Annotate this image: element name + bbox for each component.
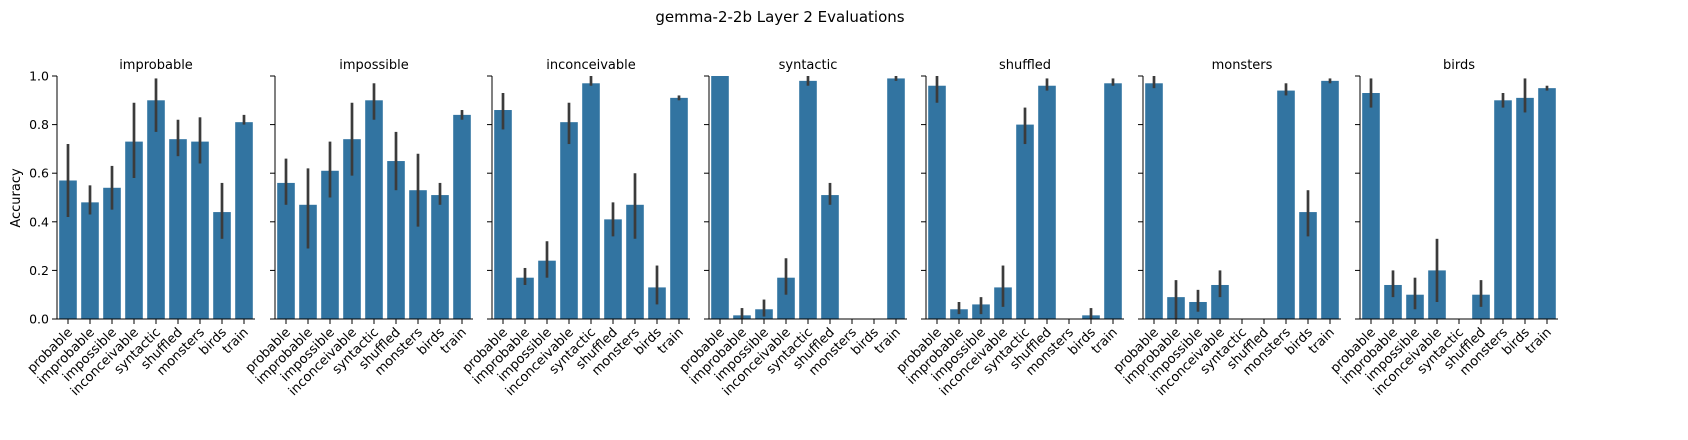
bar-syntactic-train (887, 78, 905, 320)
bar-improbable-monsters (191, 141, 209, 319)
panel-title: inconceivable (546, 58, 635, 73)
bar-birds-improbable (1384, 284, 1402, 319)
bar-inconceivable-impossible (538, 260, 556, 319)
bar-inconceivable-shuffled (604, 219, 622, 319)
panel-inconceivable: inconceivableprobableimprobableimpossibl… (460, 58, 690, 399)
panel-title: syntactic (779, 58, 838, 73)
x-tick-label: train (872, 325, 904, 357)
panel-impossible: impossibleprobableimprobableimpossiblein… (243, 58, 473, 399)
bar-improbable-probable (59, 180, 77, 319)
bar-birds-train (1538, 88, 1556, 320)
panel-syntactic: syntacticprobableimprobableimpossibleinc… (677, 58, 907, 399)
panel-shuffled: shuffledprobableimprobableimpossibleinco… (894, 58, 1124, 399)
bar-impossible-inconceivable (343, 139, 361, 319)
bar-inconceivable-train (670, 97, 688, 320)
bar-inconceivable-inconceivable (560, 122, 578, 319)
bar-monsters-monsters (1277, 90, 1295, 319)
x-tick-label: train (655, 325, 687, 357)
y-tick-label: 0.2 (29, 263, 49, 278)
bar-impossible-improbable (299, 204, 317, 319)
y-tick-label: 0.0 (29, 312, 49, 327)
bar-monsters-probable (1145, 83, 1163, 319)
bar-inconceivable-monsters (626, 204, 644, 319)
bar-inconceivable-improbable (516, 277, 534, 319)
bar-monsters-inconceivable (1211, 284, 1229, 319)
bar-impossible-shuffled (387, 161, 405, 319)
bar-birds-birds (1516, 97, 1534, 320)
x-tick-label: train (438, 325, 470, 357)
panel-title: shuffled (999, 58, 1051, 73)
x-tick-label: train (1523, 325, 1555, 357)
bar-improbable-shuffled (169, 139, 187, 319)
bar-shuffled-shuffled (1038, 85, 1056, 319)
bar-impossible-train (453, 114, 471, 319)
bar-syntactic-syntactic (799, 80, 817, 319)
panel-title: birds (1443, 58, 1475, 73)
bar-syntactic-inconceivable (777, 277, 795, 319)
bar-impossible-probable (277, 182, 295, 319)
y-tick-label: 1.0 (29, 69, 49, 84)
panel-title: monsters (1212, 58, 1273, 73)
bar-shuffled-syntactic (1016, 124, 1034, 319)
y-tick-label: 0.6 (29, 166, 49, 181)
figure-title: gemma-2-2b Layer 2 Evaluations (655, 8, 904, 26)
bar-impossible-impossible (321, 170, 339, 319)
bar-improbable-birds (213, 212, 231, 319)
bar-shuffled-probable (928, 85, 946, 319)
x-tick-label: train (1089, 325, 1121, 357)
bar-improbable-inconceivable (125, 141, 143, 319)
panel-improbable: improbable0.00.20.40.60.81.0probableimpr… (25, 58, 255, 399)
bar-inconceivable-syntactic (582, 83, 600, 319)
bar-shuffled-train (1104, 83, 1122, 319)
bar-improbable-syntactic (147, 100, 165, 319)
x-tick-label: train (220, 325, 252, 357)
bar-birds-probable (1362, 93, 1380, 319)
bar-inconceivable-probable (494, 110, 512, 320)
bar-syntactic-shuffled (821, 195, 839, 319)
panel-monsters: monstersprobableimprobableimpossibleinco… (1111, 58, 1341, 399)
panel-title: improbable (119, 58, 193, 73)
panel-title: impossible (339, 58, 409, 73)
bar-improbable-train (235, 122, 253, 319)
bar-birds-monsters (1494, 100, 1512, 319)
bar-impossible-syntactic (365, 100, 383, 319)
bar-improbable-improbable (81, 202, 99, 319)
bar-impossible-monsters (409, 190, 427, 319)
bar-syntactic-probable (711, 76, 729, 319)
bar-monsters-train (1321, 80, 1339, 319)
y-axis-label: Accuracy (9, 168, 24, 228)
y-tick-label: 0.4 (29, 214, 49, 229)
panels-group: improbable0.00.20.40.60.81.0probableimpr… (25, 58, 1558, 399)
panel-birds: birdsprobableimprobableimpossibleinconce… (1328, 58, 1558, 399)
bar-impossible-birds (431, 195, 449, 319)
bar-improbable-impossible (103, 187, 121, 319)
x-tick-label: train (1306, 325, 1338, 357)
bar-monsters-birds (1299, 212, 1317, 319)
y-tick-label: 0.8 (29, 117, 49, 132)
